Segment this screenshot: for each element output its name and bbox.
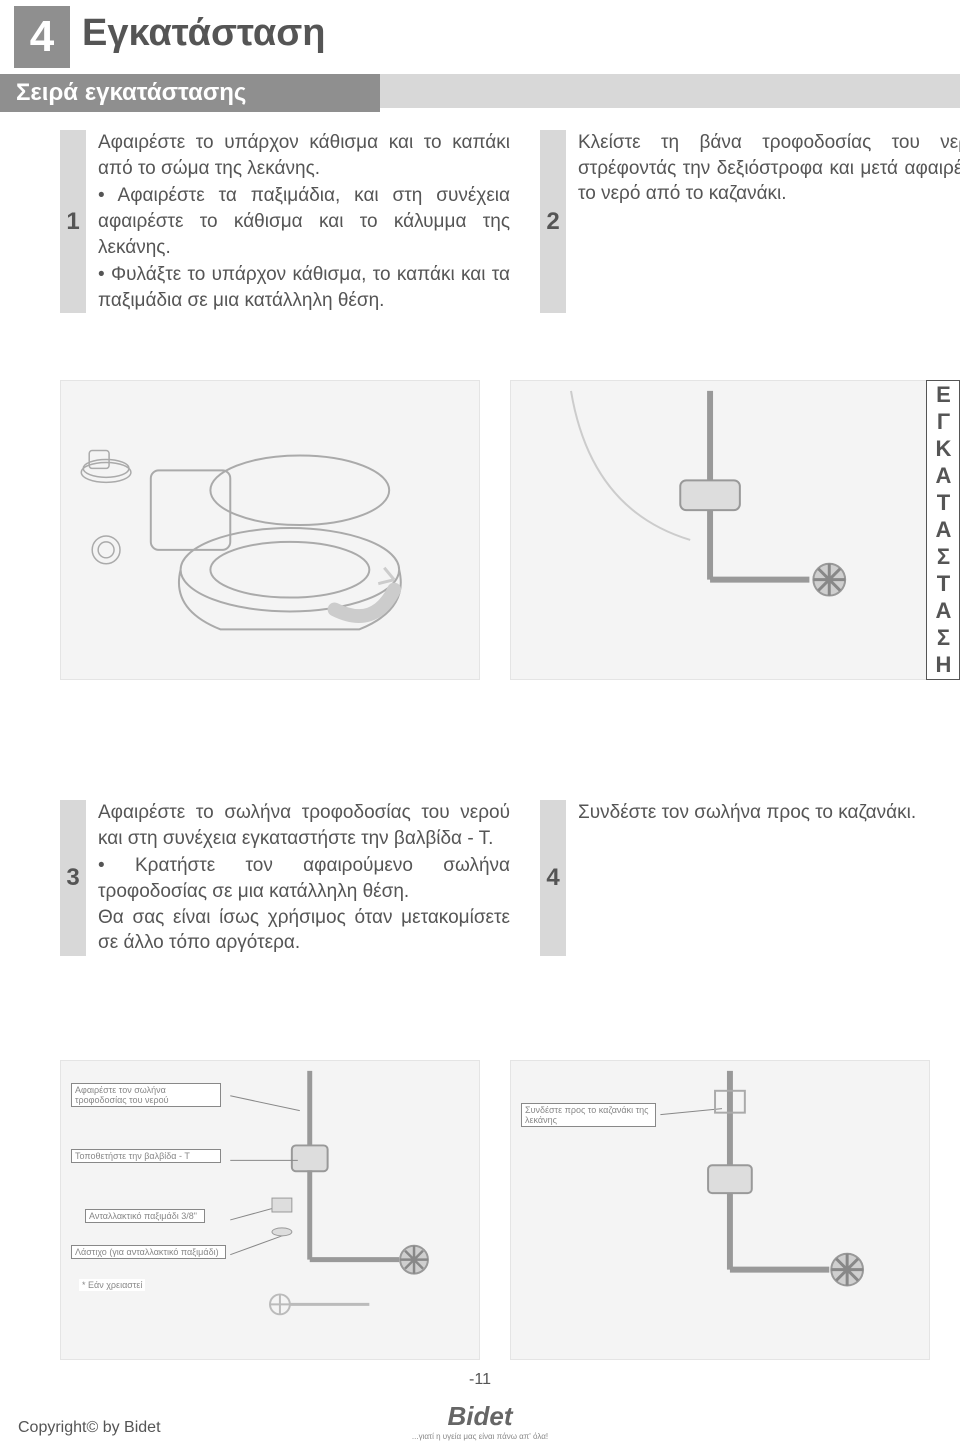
step-after: Θα σας είναι ίσως χρήσιμος όταν μετακομί…: [98, 905, 510, 956]
illustration-step-1: [60, 380, 480, 680]
step-bullet: Φυλάξτε το υπάρχον κάθισμα, το καπάκι κα…: [98, 262, 510, 313]
footer-brand: Bidet: [448, 1401, 513, 1432]
step-text: Αφαιρέστε το υπάρχον κάθισμα και το καπά…: [86, 130, 510, 313]
callout-label: Τοποθετήστε την βαλβίδα - Τ: [71, 1149, 221, 1163]
page-title: Εγκατάσταση: [82, 12, 326, 55]
step-row-1: 1 Αφαιρέστε το υπάρχον κάθισμα και το κα…: [60, 130, 960, 313]
step-2: 2 Κλείστε τη βάνα τροφοδοσίας του νερού …: [540, 130, 960, 313]
step-text: Κλείστε τη βάνα τροφοδοσίας του νερού στ…: [566, 130, 960, 207]
step-1: 1 Αφαιρέστε το υπάρχον κάθισμα και το κα…: [60, 130, 510, 313]
illustration-step-4: Συνδέστε προς το καζανάκι της λεκάνης: [510, 1060, 930, 1360]
footer-tagline: ...γιατί η υγεία μας είναι πάνω απ' όλα!: [412, 1432, 548, 1441]
step-intro: Συνδέστε τον σωλήνα προς το καζανάκι.: [578, 800, 916, 826]
callout-label: Λάστιχο (για ανταλλακτικό παξιμάδι): [71, 1245, 226, 1259]
step-intro: Αφαιρέστε το σωλήνα τροφοδοσίας του νερο…: [98, 800, 510, 851]
callout-label: Συνδέστε προς το καζανάκι της λεκάνης: [521, 1103, 656, 1127]
step-text: Αφαιρέστε το σωλήνα τροφοδοσίας του νερο…: [86, 800, 510, 956]
footer-copyright: Copyright© by Bidet: [18, 1419, 161, 1437]
step-number: 2: [540, 130, 566, 313]
step-intro: Αφαιρέστε το υπάρχον κάθισμα και το καπά…: [98, 130, 510, 181]
illustration-step-3: Αφαιρέστε τον σωλήνα τροφοδοσίας του νερ…: [60, 1060, 480, 1360]
side-tab: ΕΓΚΑΤΑΣΤΑΣΗ: [926, 380, 960, 680]
footer-logo: Bidet ...γιατί η υγεία μας είναι πάνω απ…: [395, 1397, 565, 1445]
step-intro: Κλείστε τη βάνα τροφοδοσίας του νερού στ…: [578, 130, 960, 207]
page-number-box: 4: [14, 6, 70, 68]
step-number: 1: [60, 130, 86, 313]
step-number: 3: [60, 800, 86, 956]
step-bullet: Κρατήστε τον αφαιρούμενο σωλήνα τροφοδοσ…: [98, 853, 510, 904]
callout-label: Αφαιρέστε τον σωλήνα τροφοδοσίας του νερ…: [71, 1083, 221, 1107]
callout-label: * Εάν χρειαστεί: [79, 1279, 145, 1291]
step-number: 4: [540, 800, 566, 956]
callout-label: Ανταλλακτικό παξιμάδι 3/8": [85, 1209, 205, 1223]
page-number: 4: [30, 12, 54, 62]
step-bullet: Αφαιρέστε τα παξιμάδια, και στη συνέχεια…: [98, 183, 510, 260]
step-4: 4 Συνδέστε τον σωλήνα προς το καζανάκι.: [540, 800, 960, 956]
step-3: 3 Αφαιρέστε το σωλήνα τροφοδοσίας του νε…: [60, 800, 510, 956]
footer-page-number: -11: [0, 1371, 960, 1389]
illustration-step-2: [510, 380, 930, 680]
subtitle-bar-extension: [380, 74, 960, 108]
step-row-2: 3 Αφαιρέστε το σωλήνα τροφοδοσίας του νε…: [60, 800, 960, 956]
step-text: Συνδέστε τον σωλήνα προς το καζανάκι.: [566, 800, 916, 826]
subtitle-bar: Σειρά εγκατάστασης: [0, 74, 380, 112]
